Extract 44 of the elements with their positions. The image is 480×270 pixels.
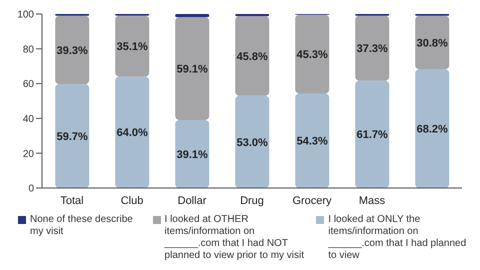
y-tick-label: 20: [22, 148, 34, 160]
data-label: 59.7%: [56, 130, 88, 143]
data-label: 39.1%: [176, 148, 208, 161]
data-label: 37.3%: [356, 43, 388, 56]
data-label: 45.8%: [236, 50, 268, 63]
y-tick-label: 100: [17, 10, 34, 21]
data-label: 39.3%: [56, 44, 88, 57]
data-label: 64.0%: [116, 127, 148, 140]
data-label: 59.1%: [176, 63, 208, 76]
legend-label: None of these describe my visit: [30, 214, 134, 238]
x-tick-label: Grocery: [292, 194, 332, 207]
bar: [295, 94, 330, 188]
x-tick-label: Drug: [240, 194, 264, 207]
y-tick-label: 60: [22, 79, 34, 90]
bar: [175, 17, 210, 120]
x-tick-label: Total: [60, 194, 84, 207]
bar: [55, 84, 90, 188]
x-tick-label: Mass: [358, 194, 386, 207]
legend-label: I looked at ONLY the items/information on ______.com that I had planned to view: [328, 214, 468, 262]
bar: [115, 76, 150, 188]
x-tick-label: Dollar: [178, 194, 207, 207]
bar: [235, 96, 270, 188]
bar: [235, 16, 270, 96]
data-label: 35.1%: [116, 41, 148, 54]
bar: [55, 16, 90, 84]
data-label: 54.3%: [296, 136, 328, 148]
y-tick-label: 0: [28, 184, 34, 195]
data-label: 30.8%: [416, 37, 448, 50]
x-tick-label: Club: [120, 194, 144, 207]
data-label: 45.3%: [296, 49, 328, 62]
bar: [355, 16, 390, 81]
data-label: 61.7%: [356, 129, 388, 142]
bar: [295, 14, 330, 94]
legend-label: I looked at OTHER items/information on ______.com that I had NOT planned to view prior to my visit: [164, 214, 306, 262]
bar: [115, 16, 150, 77]
bar: [175, 14, 210, 18]
bar: [415, 69, 450, 188]
bar: [415, 16, 450, 70]
data-label: 68.2%: [416, 124, 448, 136]
data-label: 53.0%: [236, 136, 268, 149]
y-tick-label: 40: [22, 114, 34, 125]
bar: [355, 80, 390, 188]
bar: [175, 120, 210, 188]
y-tick-label: 80: [22, 44, 34, 56]
